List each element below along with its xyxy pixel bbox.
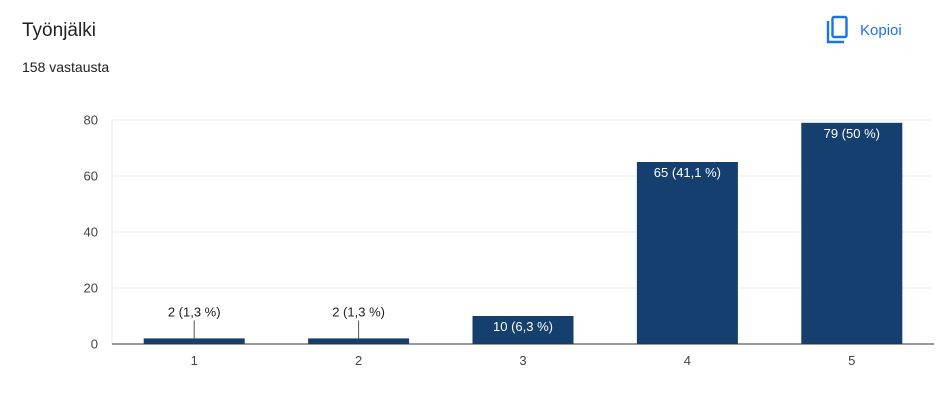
- y-tick-label: 60: [84, 169, 98, 184]
- x-tick-label: 1: [191, 353, 198, 368]
- x-tick-label: 3: [519, 353, 526, 368]
- bar: [143, 338, 245, 344]
- y-tick-label: 80: [84, 113, 98, 128]
- data-label: 2 (1,3 %): [168, 304, 221, 319]
- x-tick-label: 5: [848, 353, 855, 368]
- bar: [308, 338, 410, 344]
- x-tick-label: 4: [684, 353, 691, 368]
- copy-icon: [824, 15, 850, 45]
- bar: [801, 122, 903, 344]
- data-label: 2 (1,3 %): [332, 304, 385, 319]
- chart-title: Työnjälki: [22, 20, 96, 41]
- y-tick-label: 40: [84, 225, 98, 240]
- copy-button[interactable]: Kopioi: [818, 12, 910, 48]
- y-tick-label: 0: [91, 337, 98, 352]
- data-label: 79 (50 %): [824, 126, 880, 141]
- data-label: 65 (41,1 %): [654, 165, 721, 180]
- data-label: 10 (6,3 %): [493, 319, 553, 334]
- bar: [636, 162, 738, 344]
- x-tick-label: 2: [355, 353, 362, 368]
- bar: [472, 316, 574, 344]
- y-tick-label: 20: [84, 281, 98, 296]
- copy-button-label: Kopioi: [860, 21, 902, 39]
- response-count: 158 vastausta: [22, 59, 110, 75]
